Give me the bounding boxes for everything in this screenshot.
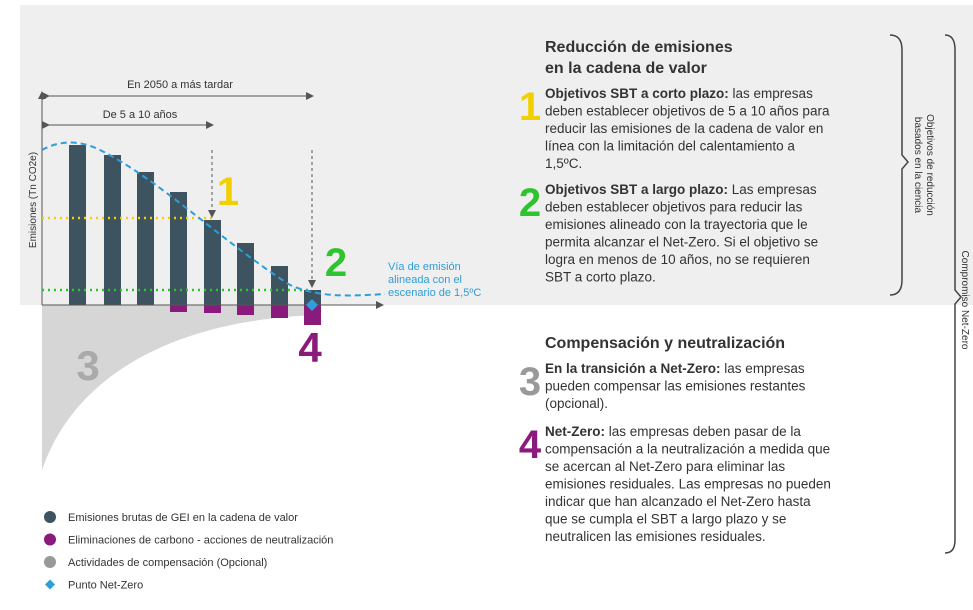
item-text: SBT a corto plazo. (545, 270, 656, 285)
marker-number: 2 (325, 241, 347, 285)
item-line: pueden compensar las emisiones restantes (545, 379, 806, 394)
legend-swatch (44, 533, 56, 546)
item-line: indicar que han alcanzado el Net-Zero ha… (545, 494, 811, 509)
net-zero-point (306, 299, 318, 311)
legend-label: Punto Net-Zero (68, 580, 143, 592)
bars (69, 145, 321, 305)
item-text: deben establecer objetivos de 5 a 10 año… (545, 104, 830, 119)
item-line: Las empresas (728, 182, 817, 197)
item-line: emisiones residuales. Las empresas no pu… (545, 477, 831, 492)
item-line: las empresas deben pasar de la (605, 424, 801, 439)
section-heading: Reducción de emisiones (545, 39, 733, 56)
marker-number: 3 (76, 342, 99, 389)
item-text: pueden compensar las emisiones restantes (545, 379, 806, 394)
item-text: línea con la limitación del calentamient… (545, 139, 795, 154)
item-number: 3 (519, 360, 541, 404)
marker-number: 4 (298, 324, 322, 371)
item-text: En la transición a Net-Zero: las empresa… (545, 361, 805, 376)
item-text: 1,5ºC. (545, 156, 582, 171)
pathway (41, 141, 386, 297)
item-line: (opcional). (545, 396, 608, 411)
item-text: que se cumpla el SBT a largo plazo y se (545, 512, 786, 527)
item-number: 2 (519, 181, 541, 225)
item-line: reducir las emisiones de la cadena de va… (545, 121, 823, 136)
legend-label: Eliminaciones de carbono - acciones de n… (68, 535, 333, 547)
item-line: neutralicen las emisiones residuales. (545, 529, 766, 544)
item-line: permita alcanzar el Net-Zero. Si el obje… (545, 235, 818, 250)
item-line: línea con la limitación del calentamient… (545, 139, 795, 154)
item-text: Objetivos SBT a corto plazo: las empresa… (545, 86, 813, 101)
bracket (889, 34, 909, 296)
bracket-label: basados en la ciencia (912, 117, 923, 214)
item-title: Net-Zero: (545, 424, 605, 439)
item-text: Net-Zero: las empresas deben pasar de la (545, 424, 801, 439)
item-line: deben establecer objetivos de 5 a 10 año… (545, 104, 830, 119)
removals (170, 305, 321, 325)
item-text: logra en menos de 10 años, no se requier… (545, 252, 810, 267)
item-title: Objetivos SBT a largo plazo: (545, 182, 728, 197)
pathway-label: Vía de emisión (388, 261, 461, 273)
pathway-label: escenario de 1,5ºC (388, 287, 481, 299)
item-line: logra en menos de 10 años, no se requier… (545, 252, 810, 267)
item-number: 1 (519, 85, 541, 129)
item-line: las empresas (721, 361, 805, 376)
item-line: SBT a corto plazo. (545, 270, 656, 285)
legend-swatch (45, 579, 55, 590)
legend-swatch (44, 556, 56, 568)
item-line: compensación a la neutralización a medid… (545, 442, 830, 457)
item-line: las empresas (729, 86, 813, 101)
item-line: que se cumpla el SBT a largo plazo y se (545, 512, 786, 527)
bracket-label: Objetivos de reducción (924, 114, 935, 216)
item-line: emisiones alineado con la trayectoria qu… (545, 217, 808, 232)
legend-label: Emisiones brutas de GEI en la cadena de … (68, 512, 298, 524)
item-number: 4 (519, 423, 542, 467)
legend-label: Actividades de compensación (Opcional) (68, 557, 267, 569)
bracket (944, 34, 962, 554)
span-label: En 2050 a más tardar (127, 79, 233, 91)
axis-label: Emisiones (Tn CO2e) (28, 152, 39, 248)
section-heading: en la cadena de valor (545, 60, 707, 77)
offset-area (42, 305, 320, 470)
item-text: neutralicen las emisiones residuales. (545, 529, 766, 544)
pathway-label: alineada con el (388, 274, 462, 286)
background-band (20, 5, 973, 305)
marker-number: 1 (217, 170, 239, 214)
item-text: emisiones alineado con la trayectoria qu… (545, 217, 808, 232)
item-text: indicar que han alcanzado el Net-Zero ha… (545, 494, 811, 509)
item-text: emisiones residuales. Las empresas no pu… (545, 477, 831, 492)
item-line: 1,5ºC. (545, 156, 582, 171)
item-title: Objetivos SBT a corto plazo: (545, 86, 729, 101)
item-text: (opcional). (545, 396, 608, 411)
item-line: deben establecer objetivos para reducir … (545, 200, 803, 215)
item-title: En la transición a Net-Zero: (545, 361, 721, 376)
item-text: permita alcanzar el Net-Zero. Si el obje… (545, 235, 818, 250)
item-text: reducir las emisiones de la cadena de va… (545, 121, 823, 136)
bracket-label: Compromiso Net-Zero (959, 251, 970, 350)
item-text: deben establecer objetivos para reducir … (545, 200, 803, 215)
item-text: se acercan al Net-Zero para eliminar las (545, 459, 785, 474)
span-label: De 5 a 10 años (103, 109, 178, 121)
item-text: compensación a la neutralización a medid… (545, 442, 830, 457)
section-heading: Compensación y neutralización (545, 335, 785, 352)
item-line: se acercan al Net-Zero para eliminar las (545, 459, 785, 474)
legend-swatch (44, 511, 56, 523)
item-text: Objetivos SBT a largo plazo: Las empresa… (545, 182, 817, 197)
